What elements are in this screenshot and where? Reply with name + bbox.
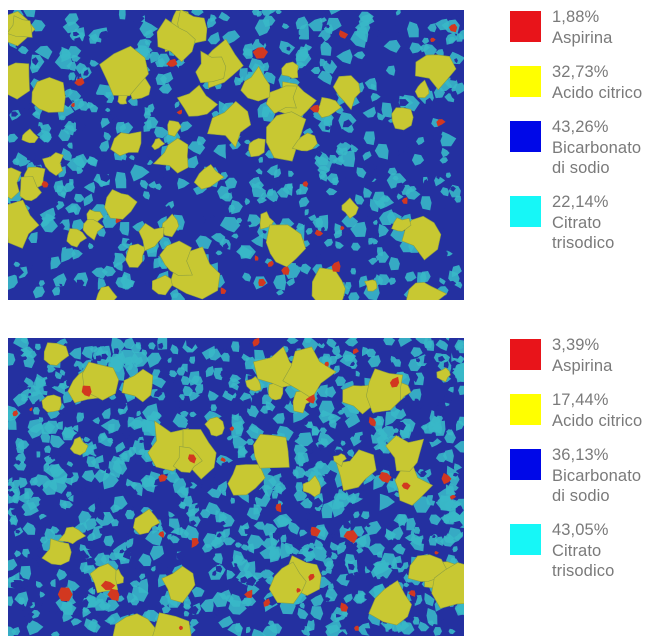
legend-swatch-aspirina (510, 339, 541, 370)
legend-label: Aspirina (552, 356, 613, 375)
legend-percent: 43,26% (552, 118, 609, 136)
legend-percent: 22,14% (552, 193, 609, 211)
legend-item-bicarbonato: 43,26% Bicarbonato di sodio (510, 118, 666, 188)
legend-item-citrato: 43,05% Citrato trisodico (510, 521, 666, 591)
legend-swatch-bicarbonato (510, 121, 541, 152)
legend-label: Bicarbonato (552, 466, 642, 485)
legend-label-line2: trisodico (552, 562, 615, 580)
legend-percent: 32,73% (552, 63, 609, 81)
legend-label: Acido citrico (552, 411, 643, 430)
chemical-map-bottom (8, 338, 464, 636)
legend-label: Acido citrico (552, 83, 643, 102)
legend-swatch-bicarbonato (510, 449, 541, 480)
chemical-map-bottom-image (8, 338, 464, 636)
legend-label: Citrato (552, 213, 602, 232)
legend-item-bicarbonato: 36,13% Bicarbonato di sodio (510, 446, 666, 516)
legend-percent: 36,13% (552, 446, 609, 464)
legend-percent: 43,05% (552, 521, 609, 539)
legend-bottom: 3,39% Aspirina 17,44% Acido citrico 36,1… (510, 336, 666, 598)
legend-label-line2: trisodico (552, 234, 615, 252)
legend-top: 1,88% Aspirina 32,73% Acido citrico 43,2… (510, 8, 666, 270)
legend-label: Aspirina (552, 28, 613, 47)
legend-swatch-aspirina (510, 11, 541, 42)
legend-label: Bicarbonato (552, 138, 642, 157)
legend-percent: 1,88% (552, 8, 600, 26)
legend-label-line2: di sodio (552, 487, 610, 505)
legend-label-line2: di sodio (552, 159, 610, 177)
chemical-map-top-image (8, 10, 464, 300)
legend-swatch-acido-citrico (510, 66, 541, 97)
panel-bottom: 3,39% Aspirina 17,44% Acido citrico 36,1… (0, 336, 666, 638)
legend-item-acido-citrico: 32,73% Acido citrico (510, 63, 666, 113)
legend-percent: 3,39% (552, 336, 600, 354)
legend-label: Citrato (552, 541, 602, 560)
legend-percent: 17,44% (552, 391, 609, 409)
legend-item-aspirina: 1,88% Aspirina (510, 8, 666, 58)
legend-item-acido-citrico: 17,44% Acido citrico (510, 391, 666, 441)
panel-top: 1,88% Aspirina 32,73% Acido citrico 43,2… (0, 0, 666, 302)
legend-item-citrato: 22,14% Citrato trisodico (510, 193, 666, 263)
legend-swatch-citrato (510, 196, 541, 227)
legend-item-aspirina: 3,39% Aspirina (510, 336, 666, 386)
chemical-map-top (8, 10, 464, 300)
legend-swatch-citrato (510, 524, 541, 555)
legend-swatch-acido-citrico (510, 394, 541, 425)
